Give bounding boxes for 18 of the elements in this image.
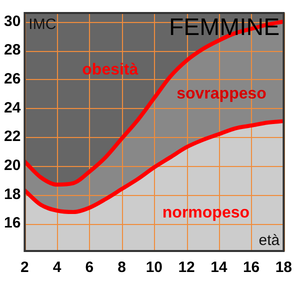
x-tick-label: 6 xyxy=(85,259,94,276)
x-tick-label: 16 xyxy=(242,259,260,276)
y-tick-label: 22 xyxy=(4,128,21,146)
x-tick-label: 10 xyxy=(146,259,163,276)
x-tick-label: 12 xyxy=(178,259,195,276)
y-tick-label: 24 xyxy=(4,99,22,116)
y-tick-label: 18 xyxy=(4,186,21,203)
x-axis-title: età xyxy=(258,232,280,249)
y-tick-label: 26 xyxy=(4,70,21,88)
y-tick-label: 20 xyxy=(4,157,21,174)
x-tick-label: 4 xyxy=(52,259,62,276)
y-tick-label: 30 xyxy=(4,12,21,30)
y-tick-label: 16 xyxy=(4,214,21,232)
x-tick-label: 2 xyxy=(20,259,29,276)
x-tick-label: 14 xyxy=(210,259,228,276)
x-tick-label: 8 xyxy=(118,259,126,276)
y-tick-label: 28 xyxy=(4,42,21,59)
x-tick-label: 18 xyxy=(275,259,292,276)
